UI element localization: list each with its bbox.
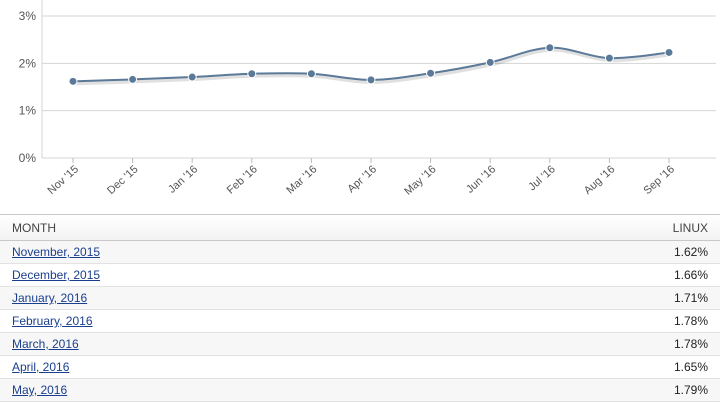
data-point	[664, 47, 674, 57]
linux-share-value: 1.66%	[673, 268, 708, 282]
month-column-header: MONTH	[12, 220, 56, 235]
x-tick-label: Mar '16	[284, 163, 319, 196]
y-tick-label: 2%	[19, 56, 37, 70]
month-link[interactable]: April, 2016	[12, 360, 70, 374]
table-row: March, 2016 1.78%	[0, 333, 720, 356]
x-tick-label: Jun '16	[464, 163, 498, 195]
line-chart: 0% 1% 2% 3% Nov '15 Dec '15 Jan '16 Feb '16 Mar …	[19, 0, 716, 198]
x-tick-label: Feb '16	[225, 163, 260, 196]
data-point	[604, 53, 614, 63]
table-row: May, 2016 1.79%	[0, 379, 720, 402]
x-tick-label: Aug '16	[582, 163, 618, 197]
chart-area: 0% 1% 2% 3% Nov '15 Dec '15 Jan '16 Feb '16 Mar …	[19, 0, 716, 198]
linux-share-value: 1.78%	[673, 314, 708, 328]
table-row: February, 2016 1.78%	[0, 310, 720, 333]
linux-column-header: LINUX	[672, 220, 708, 235]
linux-share-value: 1.78%	[673, 337, 708, 351]
month-link[interactable]: January, 2016	[12, 291, 88, 305]
table-body: November, 2015 1.62% December, 2015 1.66…	[0, 241, 720, 402]
linux-share-value: 1.65%	[673, 360, 708, 374]
table-row: November, 2015 1.62%	[0, 241, 720, 264]
data-point	[485, 57, 495, 67]
x-tick-label: Apr '16	[345, 163, 379, 195]
x-tick-label: Jul '16	[526, 163, 557, 193]
y-tick-label: 1%	[19, 104, 37, 118]
linux-share-value: 1.79%	[673, 383, 708, 397]
x-tick-label: May '16	[402, 163, 438, 197]
data-point	[545, 43, 555, 53]
x-tick-label: Sep '16	[642, 163, 678, 197]
table-header-row: MONTH LINUX	[0, 215, 720, 241]
data-point	[68, 76, 78, 86]
table-row: April, 2016 1.65%	[0, 356, 720, 379]
data-point	[366, 75, 376, 85]
y-tick-label: 0%	[19, 151, 37, 165]
linux-share-value: 1.62%	[673, 245, 708, 259]
x-tick-label: Dec '15	[105, 163, 140, 197]
data-point	[187, 72, 197, 82]
month-link[interactable]: December, 2015	[12, 268, 101, 282]
table-row: December, 2015 1.66%	[0, 264, 720, 287]
data-point	[426, 68, 436, 78]
month-link[interactable]: March, 2016	[12, 337, 79, 351]
data-point	[247, 69, 257, 79]
month-link[interactable]: February, 2016	[12, 314, 93, 328]
x-tick-label: Nov '15	[46, 163, 81, 197]
x-tick-label: Jan '16	[166, 163, 200, 195]
month-link[interactable]: November, 2015	[12, 245, 101, 259]
data-point	[128, 74, 138, 84]
data-point	[306, 69, 316, 79]
linux-share-value: 1.71%	[673, 291, 708, 305]
data-table: MONTH LINUX November, 2015 1.62% Decembe…	[0, 214, 720, 402]
y-tick-label: 3%	[19, 9, 37, 23]
month-link[interactable]: May, 2016	[12, 383, 68, 397]
table-row: January, 2016 1.71%	[0, 287, 720, 310]
